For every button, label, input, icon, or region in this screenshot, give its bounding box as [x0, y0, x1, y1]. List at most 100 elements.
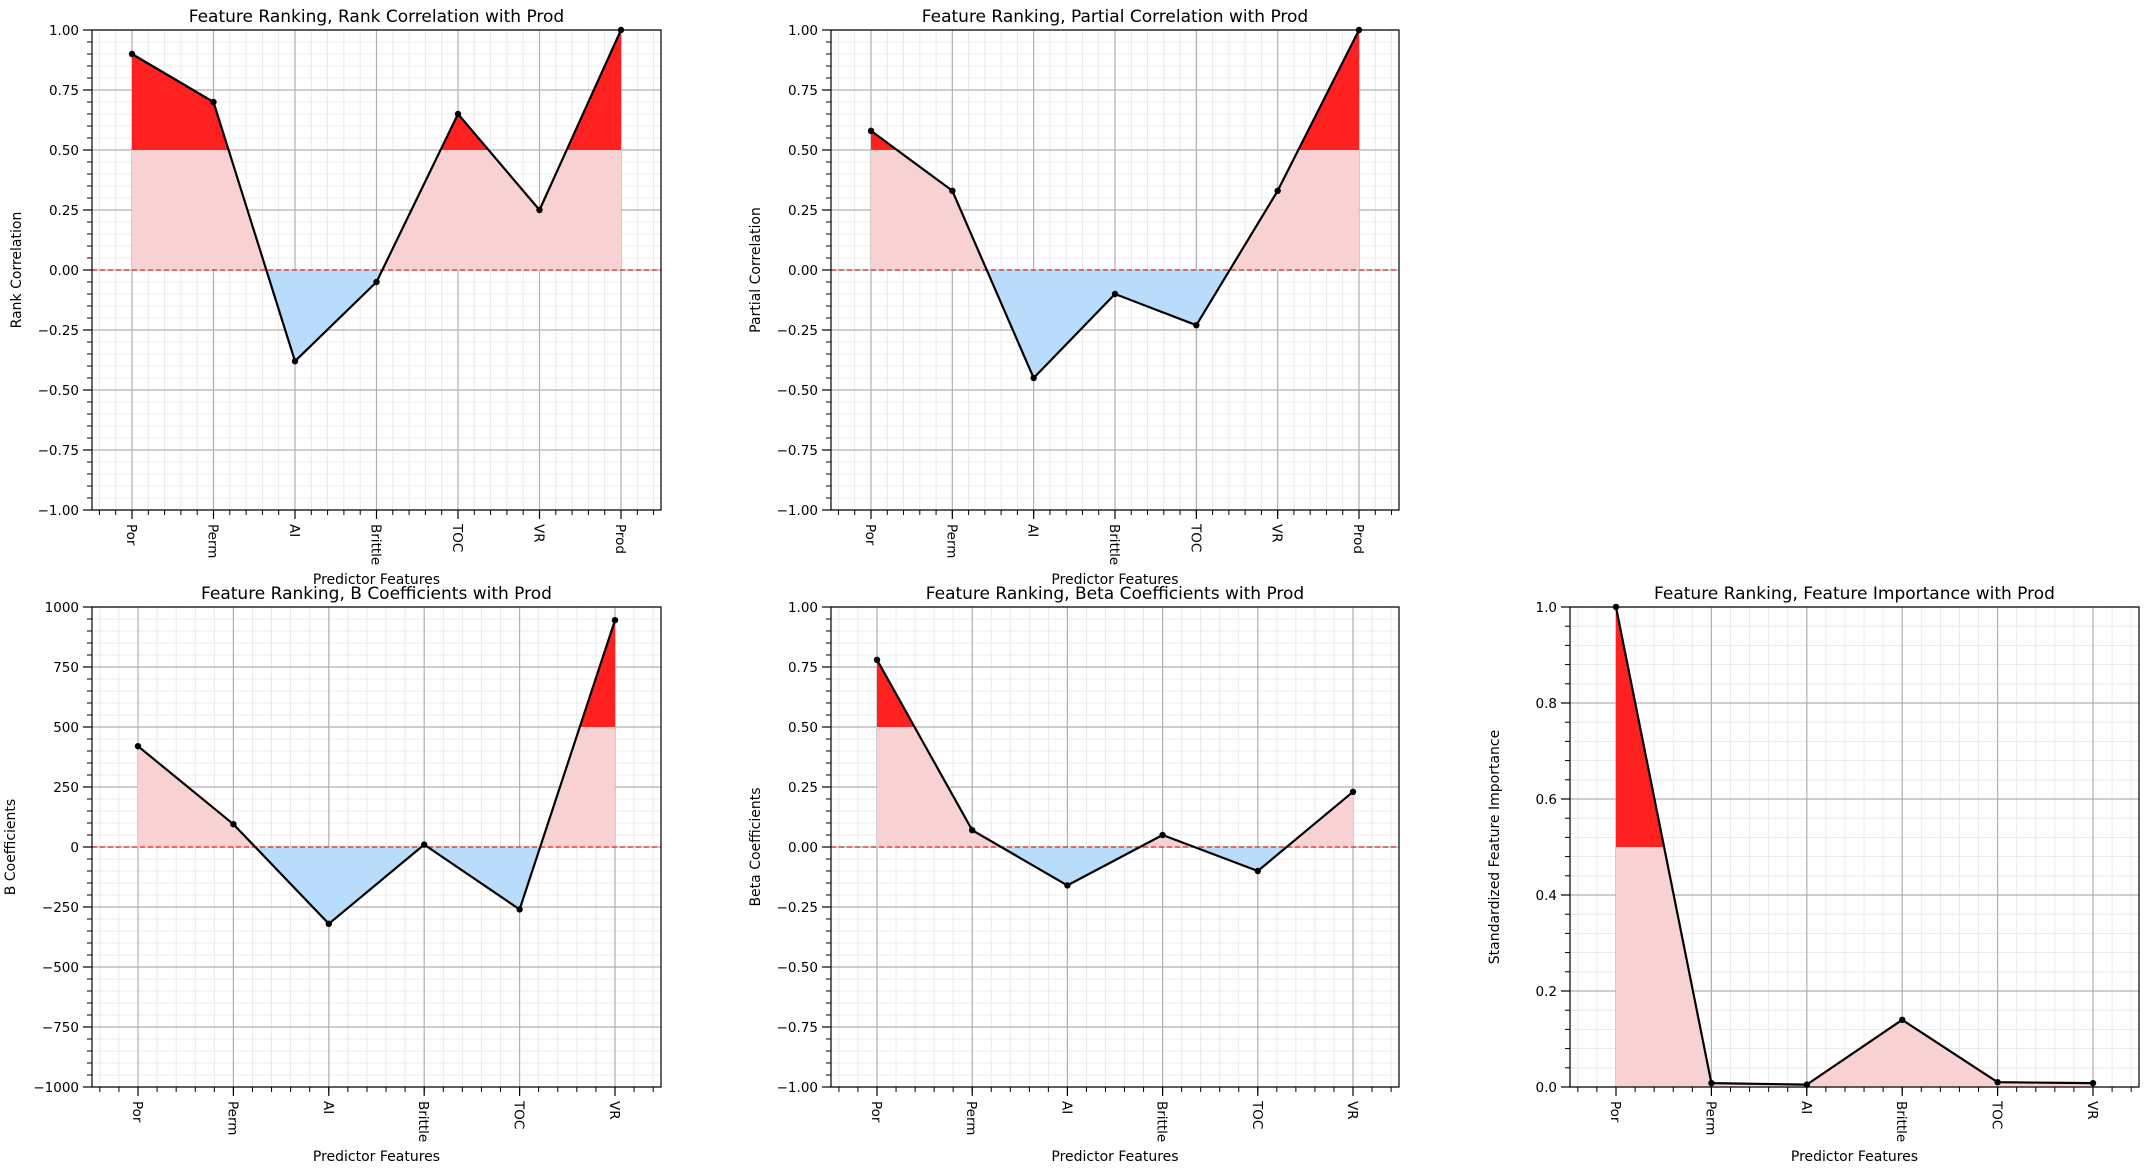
y-tick-label: 0.75 — [49, 83, 79, 99]
x-tick-label-brittle: Brittle — [1154, 1101, 1170, 1142]
x-tick-label-perm: Perm — [224, 1101, 240, 1135]
x-tick-label-toc: TOC — [1187, 523, 1203, 552]
positive-fill — [132, 150, 266, 270]
data-point-perm — [949, 187, 956, 194]
data-point-brittle — [1899, 1016, 1906, 1023]
data-point-ai — [325, 920, 332, 927]
data-point-por — [134, 743, 142, 750]
y-tick-label: −1.00 — [777, 1080, 818, 1096]
x-tick-label-vr: VR — [1344, 1101, 1360, 1120]
x-tick-label-perm: Perm — [963, 1101, 979, 1135]
y-tick-label: 0.25 — [49, 203, 79, 219]
y-tick-label: 0.50 — [788, 720, 818, 736]
x-tick-label-toc: TOC — [1989, 1100, 2005, 1129]
x-tick-label-perm: Perm — [943, 524, 959, 558]
data-point-vr — [1274, 187, 1281, 194]
x-tick-label-toc: TOC — [449, 523, 465, 552]
data-point-brittle — [373, 278, 380, 286]
y-axis: −1000 −750 −500 −250 0 250 500 750 1000 — [33, 600, 92, 1096]
positive-fill — [1139, 835, 1194, 847]
strong-fill — [441, 114, 488, 150]
y-axis: −1.00 −0.75 −0.50 −0.25 0.00 0.25 0.50 0.75 1.00 — [777, 600, 831, 1096]
y-tick-label: −0.25 — [777, 900, 818, 916]
x-tick-label-prod: Prod — [612, 524, 628, 554]
data-point-toc — [454, 110, 462, 118]
y-tick-label: 0.8 — [1536, 696, 1557, 712]
data-point-toc — [1994, 1079, 2001, 1086]
x-tick-label-por: Por — [1607, 1101, 1623, 1123]
data-point-vr — [2089, 1079, 2097, 1087]
x-axis: Por Perm AI Brittle TOC VR — [838, 1087, 1392, 1142]
x-tick-label-toc: TOC — [511, 1100, 527, 1129]
x-axis: Por Perm AI Brittle TOC VR Prod — [98, 510, 655, 565]
y-tick-label: 1000 — [45, 600, 79, 616]
positive-fill — [382, 150, 621, 270]
y-tick-label: 500 — [53, 720, 79, 736]
negative-fill — [256, 847, 421, 924]
y-tick-label: 0.25 — [788, 203, 818, 219]
chart-title: Feature Ranking, B Coefficients with Pro… — [201, 584, 552, 604]
x-tick-label-vr: VR — [606, 1101, 622, 1120]
y-tick-label: 1.00 — [788, 23, 818, 39]
y-tick-label: 0 — [70, 840, 79, 856]
positive-fill — [541, 727, 615, 847]
x-tick-label-ai: AI — [1058, 1101, 1074, 1114]
y-tick-label: −0.50 — [777, 383, 818, 399]
x-tick-label-brittle: Brittle — [415, 1101, 431, 1142]
x-tick-label-perm: Perm — [205, 524, 221, 558]
positive-fill — [1616, 847, 2093, 1087]
y-tick-label: −0.25 — [38, 323, 79, 339]
data-point-perm — [969, 827, 976, 834]
chart-title: Feature Ranking, Beta Coefficients with … — [926, 584, 1304, 604]
y-tick-label: −0.50 — [777, 960, 818, 976]
chart-panel-3: −1000 −750 −500 −250 0 250 500 750 1000 Por Perm AI… — [3, 584, 662, 1165]
x-axis: Por Perm AI Brittle TOC VR Prod — [837, 510, 1393, 565]
chart-panel-4: −1.00 −0.75 −0.50 −0.25 0.00 0.25 0.50 0.75 1.00… — [748, 584, 1400, 1165]
x-axis-label: Predictor Features — [1791, 1149, 1918, 1165]
series-line — [137, 619, 617, 925]
x-tick-label-por: Por — [129, 1101, 145, 1123]
y-tick-label: −0.50 — [38, 383, 79, 399]
y-axis-label: Partial Correlation — [748, 207, 764, 333]
data-point-por — [873, 656, 881, 663]
x-axis-label: Predictor Features — [1051, 1149, 1178, 1165]
y-axis-label: Rank Correlation — [9, 212, 25, 329]
axes-frame — [1569, 606, 2140, 1088]
data-point-vr — [536, 206, 543, 214]
y-tick-label: 0.50 — [788, 143, 818, 159]
x-tick-label-por: Por — [868, 1101, 884, 1123]
data-point-toc — [1193, 322, 1200, 329]
y-tick-label: 0.6 — [1536, 792, 1557, 808]
data-point-ai — [291, 358, 299, 365]
y-axis: −1.00 −0.75 −0.50 −0.25 0.00 0.25 0.50 0.75 1.00 — [777, 23, 831, 519]
y-tick-label: 0.75 — [788, 660, 818, 676]
data-point-toc — [516, 906, 523, 913]
x-tick-label-vr: VR — [531, 524, 547, 543]
x-axis-label: Predictor Features — [313, 1149, 440, 1165]
data-point-por — [128, 50, 136, 58]
y-tick-label: 1.00 — [49, 23, 79, 39]
area-fills — [138, 620, 615, 924]
x-axis-label: Predictor Features — [313, 572, 440, 588]
chart-title: Feature Ranking, Partial Correlation wit… — [922, 7, 1308, 27]
y-tick-label: −0.75 — [777, 443, 818, 459]
positive-fill — [871, 150, 986, 270]
x-tick-label-ai: AI — [320, 1101, 336, 1114]
negative-fill — [266, 270, 382, 361]
y-tick-label: 1.0 — [1536, 600, 1557, 616]
x-tick-label-brittle: Brittle — [1106, 524, 1122, 565]
series-line — [1614, 607, 2094, 1086]
y-tick-label: 750 — [53, 660, 79, 676]
x-tick-label-vr: VR — [2084, 1101, 2100, 1120]
x-tick-label-ai: AI — [1025, 524, 1041, 537]
data-point-ai — [1030, 374, 1037, 382]
x-tick-label-perm: Perm — [1702, 1101, 1718, 1135]
y-tick-label: 0.75 — [788, 83, 818, 99]
negative-fill — [427, 847, 540, 910]
y-tick-label: 0.50 — [49, 143, 79, 159]
data-point-perm — [230, 821, 237, 828]
data-point-perm — [210, 98, 217, 106]
x-tick-label-vr: VR — [1269, 524, 1285, 543]
y-axis-label: B Coefficients — [3, 799, 19, 895]
x-axis-label: Predictor Features — [1051, 572, 1178, 588]
